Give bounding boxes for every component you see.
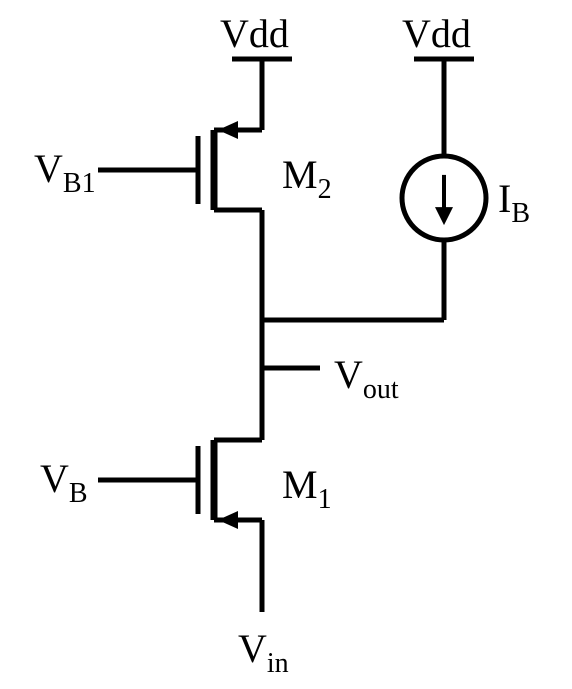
label-ib: IB [498, 176, 530, 229]
label-vdd-left: Vdd [220, 11, 289, 56]
label-vb1: VB1 [34, 146, 96, 199]
label-vout: Vout [334, 352, 399, 405]
label-vb: VB [40, 456, 88, 509]
label-m2: M2 [282, 152, 332, 205]
label-m1: M1 [282, 462, 332, 515]
circuit-diagram: Vdd Vdd VB1 M2 IB Vout VB M1 Vin [0, 0, 572, 689]
label-vin: Vin [238, 626, 289, 679]
label-vdd-right: Vdd [402, 11, 471, 56]
